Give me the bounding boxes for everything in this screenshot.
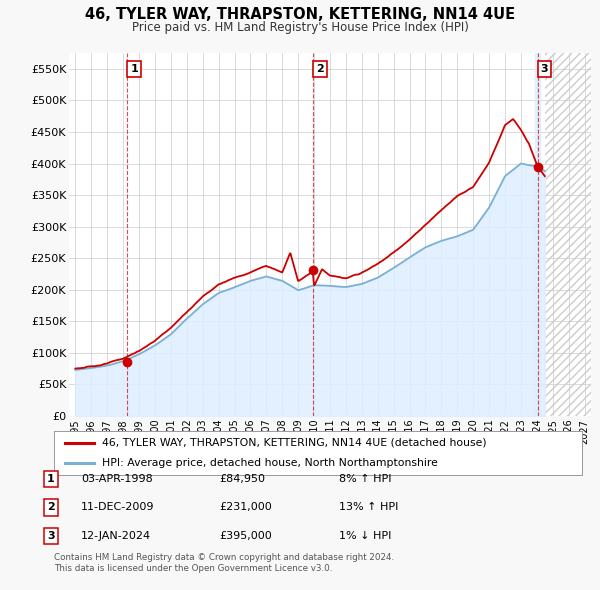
Text: 12-JAN-2024: 12-JAN-2024 bbox=[81, 531, 151, 540]
Text: £84,950: £84,950 bbox=[219, 474, 265, 484]
Text: 2: 2 bbox=[47, 503, 55, 512]
Bar bbox=[535, 53, 540, 416]
Text: HPI: Average price, detached house, North Northamptonshire: HPI: Average price, detached house, Nort… bbox=[101, 458, 437, 468]
Text: 46, TYLER WAY, THRAPSTON, KETTERING, NN14 4UE: 46, TYLER WAY, THRAPSTON, KETTERING, NN1… bbox=[85, 7, 515, 22]
Text: Contains HM Land Registry data © Crown copyright and database right 2024.: Contains HM Land Registry data © Crown c… bbox=[54, 553, 394, 562]
Text: 8% ↑ HPI: 8% ↑ HPI bbox=[339, 474, 391, 484]
Text: 1% ↓ HPI: 1% ↓ HPI bbox=[339, 531, 391, 540]
Text: 13% ↑ HPI: 13% ↑ HPI bbox=[339, 503, 398, 512]
Text: 46, TYLER WAY, THRAPSTON, KETTERING, NN14 4UE (detached house): 46, TYLER WAY, THRAPSTON, KETTERING, NN1… bbox=[101, 438, 486, 448]
Text: 11-DEC-2009: 11-DEC-2009 bbox=[81, 503, 155, 512]
Text: This data is licensed under the Open Government Licence v3.0.: This data is licensed under the Open Gov… bbox=[54, 565, 332, 573]
Text: Price paid vs. HM Land Registry's House Price Index (HPI): Price paid vs. HM Land Registry's House … bbox=[131, 21, 469, 34]
Text: £395,000: £395,000 bbox=[219, 531, 272, 540]
Text: £231,000: £231,000 bbox=[219, 503, 272, 512]
Text: 3: 3 bbox=[541, 64, 548, 74]
Text: 03-APR-1998: 03-APR-1998 bbox=[81, 474, 153, 484]
Bar bbox=[545, 53, 593, 416]
Text: 1: 1 bbox=[130, 64, 138, 74]
Text: 3: 3 bbox=[47, 531, 55, 540]
Text: 2: 2 bbox=[316, 64, 324, 74]
Text: 1: 1 bbox=[47, 474, 55, 484]
